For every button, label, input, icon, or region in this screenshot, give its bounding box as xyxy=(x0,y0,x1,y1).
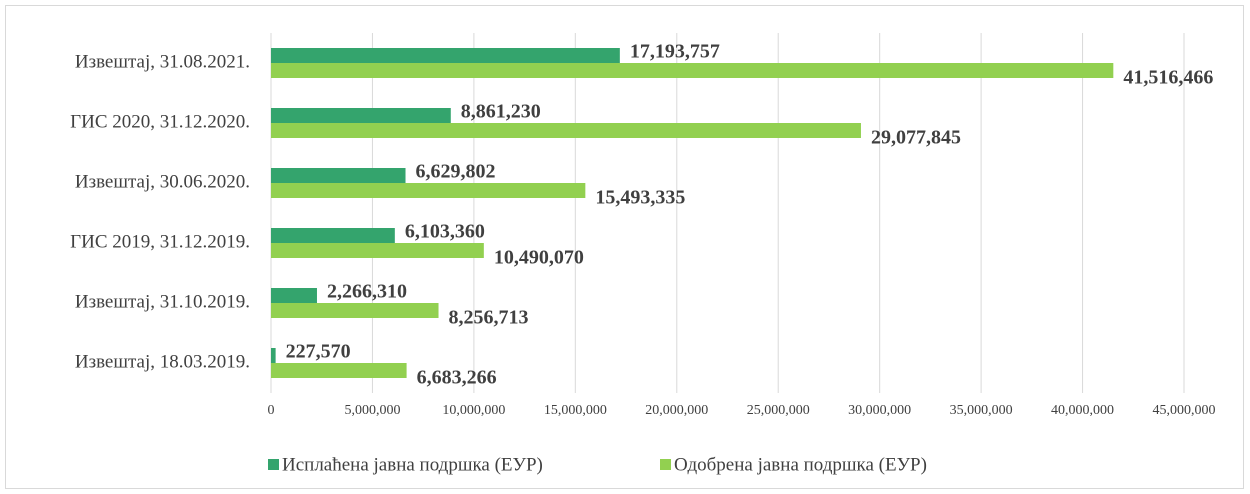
bar xyxy=(271,303,439,318)
data-label: 6,629,802 xyxy=(416,161,496,183)
data-label: 41,516,466 xyxy=(1123,67,1213,89)
legend-label: Одобрена јавна подршка (ЕУР) xyxy=(674,454,927,475)
data-label: 29,077,845 xyxy=(871,127,961,149)
x-tick-label: 0 xyxy=(268,403,275,418)
y-tick-label: Извештај, 18.03.2019. xyxy=(75,351,250,372)
x-tick-label: 35,000,000 xyxy=(950,403,1013,418)
bar xyxy=(271,48,620,63)
x-tick-label: 5,000,000 xyxy=(344,403,400,418)
data-label: 10,490,070 xyxy=(494,247,584,269)
data-label: 227,570 xyxy=(286,341,351,363)
bar xyxy=(271,108,451,123)
bar xyxy=(271,363,407,378)
x-tick-label: 15,000,000 xyxy=(544,403,607,418)
bar xyxy=(271,228,395,243)
bar xyxy=(271,168,406,183)
data-label: 17,193,757 xyxy=(630,41,720,63)
y-tick-label: ГИС 2019, 31.12.2019. xyxy=(70,231,250,252)
data-label: 6,683,266 xyxy=(417,367,497,389)
y-tick-label: Извештај, 31.08.2021. xyxy=(75,51,250,72)
data-label: 6,103,360 xyxy=(405,221,485,243)
data-label: 15,493,335 xyxy=(595,187,685,209)
x-tick-label: 20,000,000 xyxy=(645,403,708,418)
x-tick-label: 40,000,000 xyxy=(1051,403,1114,418)
bar xyxy=(271,63,1114,78)
data-label: 8,861,230 xyxy=(461,101,541,123)
x-tick-label: 30,000,000 xyxy=(848,403,911,418)
x-tick-label: 10,000,000 xyxy=(442,403,505,418)
legend-swatch xyxy=(268,459,279,470)
bar xyxy=(271,288,317,303)
x-tick-label: 45,000,000 xyxy=(1153,403,1216,418)
legend-label: Исплаћена јавна подршка (ЕУР) xyxy=(282,454,543,475)
chart-border xyxy=(5,5,1244,489)
x-tick-label: 25,000,000 xyxy=(747,403,810,418)
bar xyxy=(271,123,861,138)
data-label: 8,256,713 xyxy=(449,307,529,329)
data-label: 2,266,310 xyxy=(327,281,407,303)
y-tick-label: ГИС 2020, 31.12.2020. xyxy=(70,111,250,132)
legend-swatch xyxy=(660,459,671,470)
bar xyxy=(271,183,586,198)
y-tick-label: Извештај, 31.10.2019. xyxy=(75,291,250,312)
y-tick-label: Извештај, 30.06.2020. xyxy=(75,171,250,192)
bar xyxy=(271,243,484,258)
bar xyxy=(271,348,276,363)
